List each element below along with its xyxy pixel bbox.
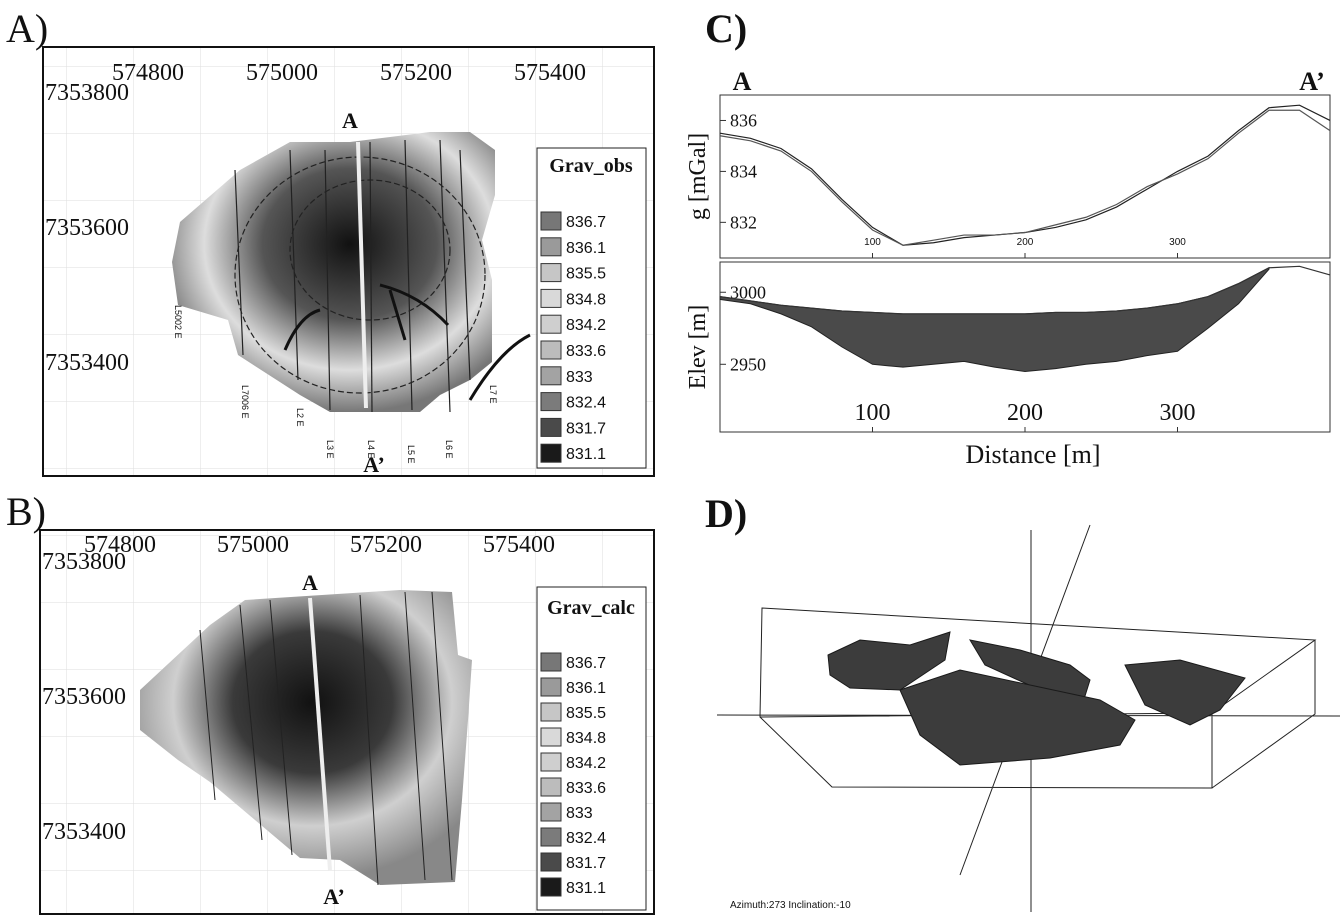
legend-entry: 833 [566,369,593,386]
legend-swatch [541,393,561,411]
panel-label: B) [6,489,46,534]
legend-swatch [541,315,561,333]
caption: Azimuth:273 Inclination:-10 [730,900,851,911]
x-tick-label: 300 [1169,237,1186,248]
legend-title: Grav_obs [549,155,633,177]
legend-entry: 834.8 [566,291,606,308]
section-label: A [302,570,318,595]
line-label: L6 E [444,440,454,459]
y-tick-label: 834 [730,161,757,181]
line-label: L7006 E [240,385,250,419]
figure: A)B)C)D)57480057500057520057540073538007… [0,0,1342,916]
legend-entry: 832.4 [566,830,606,847]
x-tick-label: 100 [864,237,881,248]
legend-swatch [541,341,561,359]
legend-entry: 831.1 [566,446,606,463]
x-tick-label: 200 [1017,237,1034,248]
legend-swatch [541,778,561,796]
legend-swatch [541,803,561,821]
legend-entry: 836.1 [566,680,606,697]
plot-frame [720,95,1330,258]
legend-entry: 836.7 [566,655,606,672]
y-tick-label: 7353600 [45,215,129,241]
line-label: L2 E [295,408,305,427]
section-label: A’ [1299,67,1325,96]
y-tick-label: 832 [730,212,757,232]
line-label: L5002 E [173,305,183,339]
panel-label: A) [6,6,48,51]
legend-entry: 833.6 [566,780,606,797]
line-label: L5 E [406,445,416,464]
profile-line [720,105,1330,245]
x-tick-label: 575200 [350,532,422,558]
section-label: A [342,108,358,133]
line-label: L4 E [366,440,376,459]
legend-entry: 835.5 [566,705,606,722]
y-tick-label: 7353800 [45,80,129,106]
panel-label: D) [705,491,747,536]
body-fill [720,268,1269,372]
panel-b [40,530,654,914]
legend-swatch [541,444,561,462]
y-tick-label: 7353400 [45,350,129,376]
legend-entry: 836.7 [566,214,606,231]
panel-d [717,525,1340,912]
x-tick-label: 575400 [514,60,586,86]
legend-swatch [541,367,561,385]
x-tick-label: 575200 [380,60,452,86]
y-tick-label: 836 [730,110,757,130]
y-axis-label: Elev [m] [685,305,711,390]
legend-entry: 833.6 [566,343,606,360]
legend-entry: 834.2 [566,755,606,772]
y-tick-label: 7353400 [42,819,126,845]
legend-swatch [541,753,561,771]
x-tick-label: 300 [1160,400,1196,426]
y-tick-label: 7353800 [42,549,126,575]
legend-swatch [541,878,561,896]
legend-entry: 834.2 [566,317,606,334]
line-label: L3 E [325,440,335,459]
x-tick-label: 575000 [217,532,289,558]
y-tick-label: 7353600 [42,684,126,710]
section-label: A [733,67,752,96]
legend-swatch [541,728,561,746]
legend-entry: 832.4 [566,395,606,412]
legend-title: Grav_calc [547,597,635,619]
panel-label: C) [705,6,747,51]
legend-swatch [541,828,561,846]
legend-swatch [541,853,561,871]
legend-swatch [541,418,561,436]
x-tick-label: 575000 [246,60,318,86]
y-axis-label: g [mGal] [685,133,711,220]
legend-swatch [541,264,561,282]
legend-entry: 835.5 [566,266,606,283]
y-tick-label: 2950 [730,354,766,374]
legend-entry: 833 [566,805,593,822]
legend-entry: 831.7 [566,855,606,872]
legend-swatch [541,289,561,307]
x-tick-label: 100 [855,400,891,426]
legend-swatch [541,703,561,721]
legend-swatch [541,238,561,256]
legend-swatch [541,212,561,230]
section-label: A’ [323,884,345,909]
legend-entry: 831.1 [566,880,606,897]
line-label: L7 E [488,385,498,404]
legend-swatch [541,678,561,696]
legend-entry: 836.1 [566,240,606,257]
legend-entry: 831.7 [566,420,606,437]
legend-entry: 834.8 [566,730,606,747]
x-tick-label: 575400 [483,532,555,558]
x-axis-label: Distance [m] [965,440,1100,469]
legend-swatch [541,653,561,671]
x-tick-label: 200 [1007,400,1043,426]
